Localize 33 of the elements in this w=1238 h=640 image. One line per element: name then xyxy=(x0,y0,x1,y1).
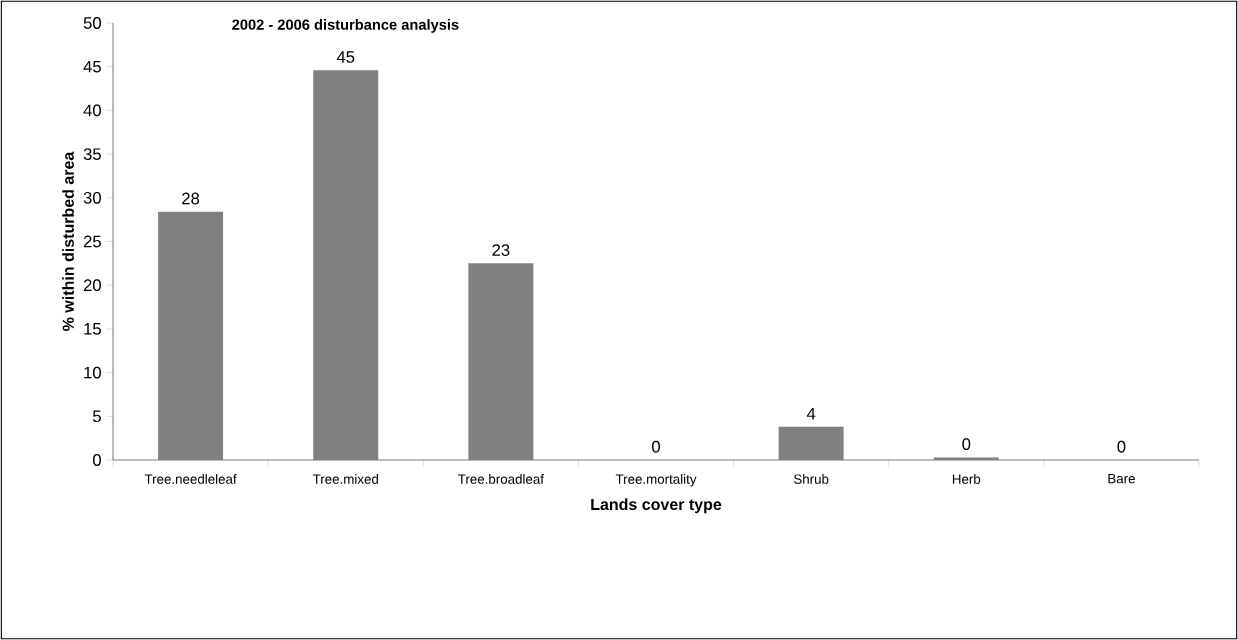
bar xyxy=(468,263,534,460)
bar xyxy=(933,457,999,460)
y-tick-label: 30 xyxy=(83,191,101,204)
x-tick-label: Shrub xyxy=(793,474,829,484)
bar xyxy=(778,426,844,460)
x-axis-title: Lands cover type xyxy=(591,498,722,514)
bar xyxy=(158,211,224,460)
y-tick-label: 35 xyxy=(83,148,101,161)
data-label: 28 xyxy=(182,192,200,205)
data-label: 23 xyxy=(492,244,510,256)
x-tick-label: Tree.mortality xyxy=(615,474,697,487)
y-tick-label: 45 xyxy=(83,60,101,73)
y-tick-label: 15 xyxy=(84,323,101,335)
y-tick-label: 40 xyxy=(83,104,101,117)
x-tick-label: Bare xyxy=(1108,474,1135,484)
y-tick-label: 0 xyxy=(93,454,101,466)
data-label: 45 xyxy=(336,51,355,63)
y-tick-label: 20 xyxy=(83,279,101,292)
y-tick-label: 25 xyxy=(83,235,101,248)
chart-title: 2002 - 2006 disturbance analysis xyxy=(232,19,459,33)
x-tick-label: Tree.broadleaf xyxy=(458,474,544,484)
y-axis-title: % within disturbed area xyxy=(62,151,74,331)
bar xyxy=(313,70,379,460)
data-label: 0 xyxy=(1117,440,1126,453)
data-label: 0 xyxy=(652,440,660,453)
y-tick-label: 10 xyxy=(84,366,101,379)
y-tick-label: 50 xyxy=(83,17,101,29)
data-label: 4 xyxy=(806,407,816,420)
x-tick-label: Tree.mixed xyxy=(312,474,378,484)
x-tick-label: Tree.needleleaf xyxy=(144,474,237,484)
y-tick-label: 5 xyxy=(93,410,101,423)
x-tick-label: Herb xyxy=(952,474,981,484)
data-label: 0 xyxy=(962,438,971,450)
